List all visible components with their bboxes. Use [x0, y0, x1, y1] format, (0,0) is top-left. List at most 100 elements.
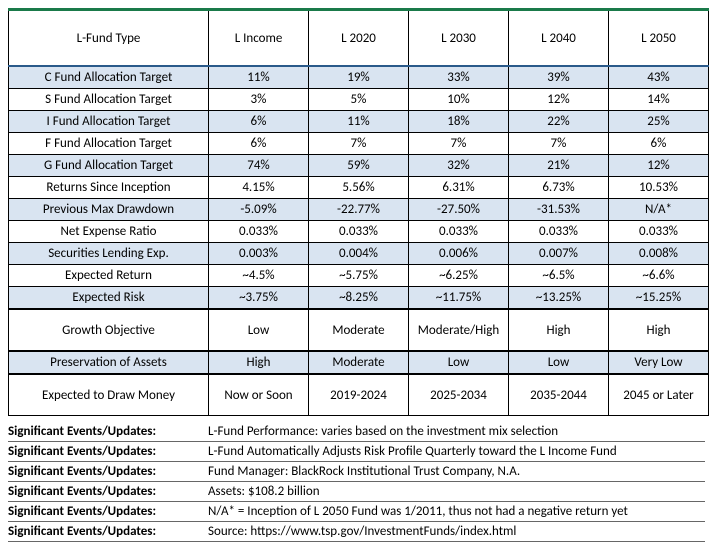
cell: 6% [209, 133, 309, 155]
cell: 32% [409, 155, 509, 177]
cell: Now or Soon [209, 374, 309, 416]
cell: 10.53% [609, 177, 709, 199]
cell: 2045 or Later [609, 374, 709, 416]
row-label: Expected to Draw Money [9, 374, 209, 416]
cell: 11% [309, 111, 409, 133]
cell: ~4.5% [209, 265, 309, 287]
cell: High [509, 309, 609, 351]
cell: 12% [509, 89, 609, 111]
cell: ~6.5% [509, 265, 609, 287]
cell: Moderate [309, 351, 409, 374]
row-label: C Fund Allocation Target [9, 66, 209, 89]
cell: -5.09% [209, 199, 309, 221]
cell: 6% [209, 111, 309, 133]
cell: 6.73% [509, 177, 609, 199]
cell: 74% [209, 155, 309, 177]
cell: 2025-2034 [409, 374, 509, 416]
cell: ~13.25% [509, 287, 609, 310]
lfund-table: L-Fund Type L Income L 2020 L 2030 L 204… [8, 8, 709, 416]
cell: ~3.75% [209, 287, 309, 310]
table-row: Securities Lending Exp.0.003%0.004%0.006… [9, 243, 709, 265]
row-label: Previous Max Drawdown [9, 199, 209, 221]
table-row: Net Expense Ratio0.033%0.033%0.033%0.033… [9, 221, 709, 243]
events-label: Significant Events/Updates: [8, 484, 208, 499]
events-row: Significant Events/Updates:N/A* = Incept… [8, 502, 705, 522]
cell: -31.53% [509, 199, 609, 221]
events-label: Significant Events/Updates: [8, 524, 208, 539]
cell: 7% [509, 133, 609, 155]
cell: 25% [609, 111, 709, 133]
cell: 19% [309, 66, 409, 89]
events-text: Assets: $108.2 billion [208, 484, 705, 499]
cell: Moderate/High [409, 309, 509, 351]
events-label: Significant Events/Updates: [8, 504, 208, 519]
row-label: Growth Objective [9, 309, 209, 351]
table-row: Expected Risk~3.75%~8.25%~11.75%~13.25%~… [9, 287, 709, 310]
cell: Very Low [609, 351, 709, 374]
col-header: L 2040 [509, 10, 609, 67]
cell: 6.31% [409, 177, 509, 199]
cell: ~8.25% [309, 287, 409, 310]
cell: ~6.6% [609, 265, 709, 287]
cell: 59% [309, 155, 409, 177]
cell: High [609, 309, 709, 351]
events-label: Significant Events/Updates: [8, 444, 208, 459]
cell: 5% [309, 89, 409, 111]
cell: 7% [409, 133, 509, 155]
events-row: Significant Events/Updates:L-Fund Automa… [8, 442, 705, 462]
table-row: Returns Since Inception4.15%5.56%6.31%6.… [9, 177, 709, 199]
cell: 0.033% [609, 221, 709, 243]
cell: 11% [209, 66, 309, 89]
cell: 7% [309, 133, 409, 155]
cell: 14% [609, 89, 709, 111]
events-text: L-Fund Performance: varies based on the … [208, 424, 705, 439]
events-label: Significant Events/Updates: [8, 464, 208, 479]
events-section: Significant Events/Updates:L-Fund Perfor… [8, 422, 705, 542]
table-row: C Fund Allocation Target11%19%33%39%43% [9, 66, 709, 89]
cell: 39% [509, 66, 609, 89]
col-header: L 2050 [609, 10, 709, 67]
table-row: Previous Max Drawdown-5.09%-22.77%-27.50… [9, 199, 709, 221]
cell: 21% [509, 155, 609, 177]
cell: 0.033% [309, 221, 409, 243]
table-row: Growth ObjectiveLowModerateModerate/High… [9, 309, 709, 351]
cell: 0.008% [609, 243, 709, 265]
table-row: F Fund Allocation Target6%7%7%7%6% [9, 133, 709, 155]
events-text: L-Fund Automatically Adjusts Risk Profil… [208, 444, 705, 459]
cell: 12% [609, 155, 709, 177]
cell: 2019-2024 [309, 374, 409, 416]
cell: 0.033% [409, 221, 509, 243]
cell: Low [409, 351, 509, 374]
row-label: G Fund Allocation Target [9, 155, 209, 177]
row-label: Returns Since Inception [9, 177, 209, 199]
cell: 4.15% [209, 177, 309, 199]
row-label: Expected Risk [9, 287, 209, 310]
cell: 0.033% [209, 221, 309, 243]
row-label: Preservation of Assets [9, 351, 209, 374]
cell: ~15.25% [609, 287, 709, 310]
cell: 43% [609, 66, 709, 89]
row-label: Expected Return [9, 265, 209, 287]
col-header: L 2030 [409, 10, 509, 67]
col-header: L 2020 [309, 10, 409, 67]
events-row: Significant Events/Updates:Source: https… [8, 522, 705, 542]
cell: -27.50% [409, 199, 509, 221]
row-label: F Fund Allocation Target [9, 133, 209, 155]
cell: ~6.25% [409, 265, 509, 287]
cell: 2035-2044 [509, 374, 609, 416]
events-text: Source: https://www.tsp.gov/InvestmentFu… [208, 524, 705, 539]
table-row: Expected Return~4.5%~5.75%~6.25%~6.5%~6.… [9, 265, 709, 287]
cell: ~11.75% [409, 287, 509, 310]
row-label: Securities Lending Exp. [9, 243, 209, 265]
row-label: Net Expense Ratio [9, 221, 209, 243]
events-text: Fund Manager: BlackRock Institutional Tr… [208, 464, 705, 479]
cell: 10% [409, 89, 509, 111]
cell: 0.007% [509, 243, 609, 265]
cell: 33% [409, 66, 509, 89]
cell: 6% [609, 133, 709, 155]
cell: Low [509, 351, 609, 374]
events-row: Significant Events/Updates:Assets: $108.… [8, 482, 705, 502]
table-row: Expected to Draw MoneyNow or Soon2019-20… [9, 374, 709, 416]
cell: 0.004% [309, 243, 409, 265]
cell: 0.003% [209, 243, 309, 265]
